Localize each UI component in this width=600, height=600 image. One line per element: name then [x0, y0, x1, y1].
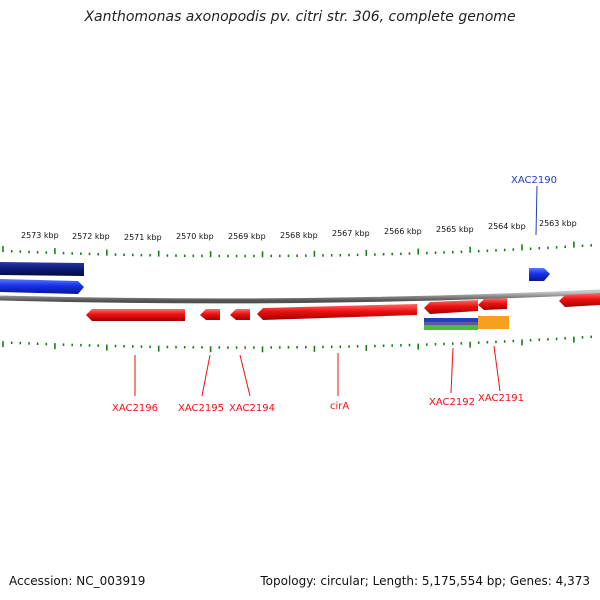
gene-reverse-right-edge[interactable]	[559, 293, 600, 307]
gene-xac2192[interactable]	[424, 300, 478, 314]
gene-cira[interactable]	[257, 304, 417, 320]
label-xac2192[interactable]: XAC2192	[429, 397, 475, 408]
label-xac2190[interactable]: XAC2190	[511, 175, 557, 186]
gene-forward-navy[interactable]	[0, 262, 84, 276]
label-connectors	[134, 185, 538, 397]
reverse-strand-genes	[86, 293, 600, 321]
scale-labels: 2573 kbp 2572 kbp 2571 kbp 2570 kbp 2569…	[21, 219, 577, 242]
feature-bar-blue[interactable]	[424, 318, 478, 322]
scale-label-2572: 2572 kbp	[72, 232, 110, 241]
gene-xac2190[interactable]	[529, 268, 550, 281]
scale-label-2570: 2570 kbp	[176, 232, 214, 241]
label-xac2194[interactable]: XAC2194	[229, 403, 275, 414]
scale-label-2565: 2565 kbp	[436, 225, 474, 234]
connector-xac2194	[239, 354, 251, 397]
connector-xac2195	[201, 354, 211, 397]
gene-labels: XAC2190 XAC2196 XAC2195 XAC2194 cirA XAC…	[112, 175, 557, 414]
gene-xac2195[interactable]	[200, 309, 220, 320]
feature-bar-purple[interactable]	[424, 322, 478, 325]
label-xac2196[interactable]: XAC2196	[112, 403, 158, 414]
genome-backbone	[0, 289, 600, 304]
gene-xac2194[interactable]	[230, 309, 250, 320]
forward-strand-genes	[0, 262, 550, 294]
scale-ticks-outer	[2, 241, 593, 258]
gene-xac2196[interactable]	[86, 309, 185, 321]
genome-summary: Topology: circular; Length: 5,175,554 bp…	[260, 574, 590, 588]
scale-label-2566: 2566 kbp	[384, 227, 422, 236]
gene-forward-blue-left[interactable]	[0, 279, 84, 294]
feature-bars	[424, 316, 509, 330]
accession-label: Accession: NC_003919	[9, 574, 146, 588]
scale-label-2571: 2571 kbp	[124, 233, 162, 242]
scale-label-2569: 2569 kbp	[228, 232, 266, 241]
genome-title: Xanthomonas axonopodis pv. citri str. 30…	[84, 9, 516, 25]
scale-label-2573: 2573 kbp	[21, 231, 59, 240]
label-xac2195[interactable]: XAC2195	[178, 403, 224, 414]
scale-label-2563: 2563 kbp	[539, 219, 577, 228]
scale-label-2567: 2567 kbp	[332, 229, 370, 238]
scale-label-2568: 2568 kbp	[280, 231, 318, 240]
connector-xac2190	[535, 185, 538, 236]
scale-ticks-inner	[2, 335, 593, 353]
connector-xac2191	[493, 345, 501, 392]
label-xac2191[interactable]: XAC2191	[478, 393, 524, 404]
connector-xac2192	[450, 347, 454, 394]
gene-xac2191[interactable]	[478, 298, 507, 310]
feature-bar-green[interactable]	[424, 325, 478, 330]
scale-label-2564: 2564 kbp	[488, 222, 526, 231]
label-cira[interactable]: cirA	[330, 401, 349, 412]
feature-bar-orange[interactable]	[478, 316, 509, 329]
